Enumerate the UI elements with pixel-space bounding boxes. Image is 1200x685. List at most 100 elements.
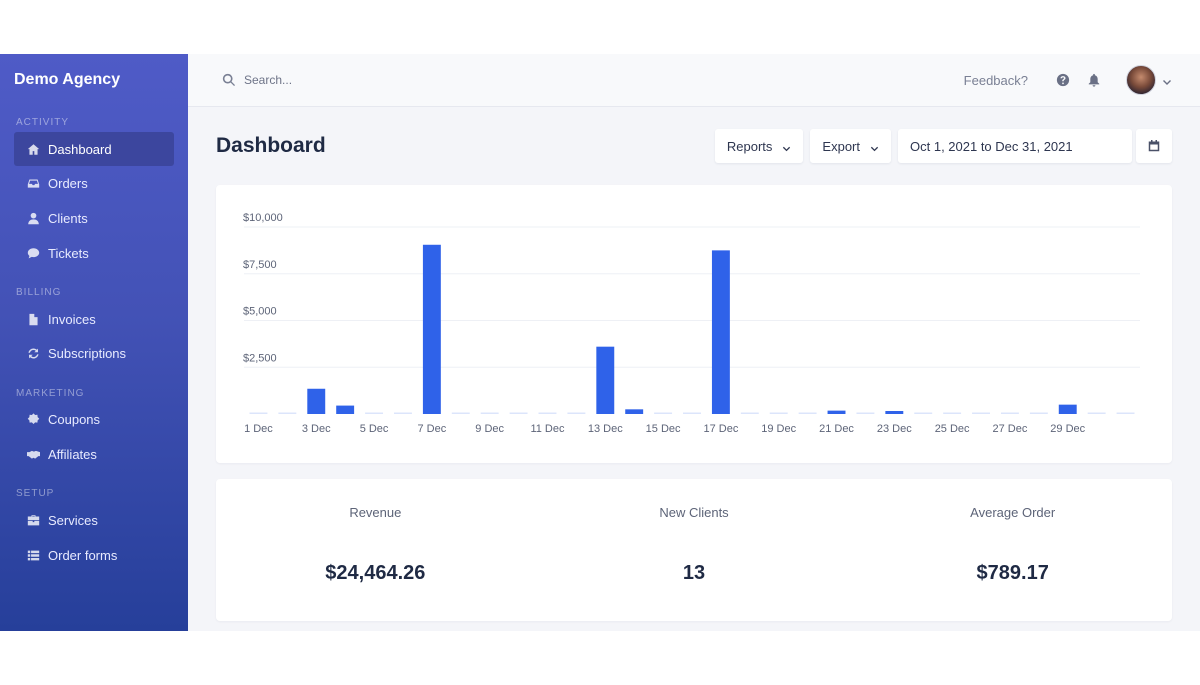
- sidebar-item-affiliates[interactable]: Affiliates: [14, 437, 174, 471]
- bar[interactable]: [654, 412, 673, 415]
- sidebar-item-label: Subscriptions: [48, 346, 127, 362]
- list-icon: [26, 548, 40, 562]
- bar[interactable]: [1058, 404, 1077, 414]
- bar[interactable]: [1000, 412, 1019, 415]
- bar[interactable]: [278, 412, 297, 415]
- sidebar-item-clients[interactable]: Clients: [14, 201, 174, 235]
- sidebar-item-dashboard[interactable]: Dashboard: [14, 132, 174, 166]
- x-tick-label: 21 Dec: [819, 423, 854, 435]
- bar[interactable]: [596, 346, 615, 414]
- bar[interactable]: [740, 412, 759, 415]
- reports-label: Reports: [726, 138, 773, 154]
- header-actions: Reports Export Oct 1, 2021 to Dec 31, 20…: [708, 129, 1172, 163]
- export-dropdown[interactable]: Export: [810, 129, 891, 163]
- stat-value: $24,464.26: [325, 562, 426, 584]
- badge-icon: [26, 413, 40, 427]
- sidebar-item-label: Orders: [48, 176, 88, 192]
- calendar-button[interactable]: [1136, 129, 1172, 163]
- bar[interactable]: [1116, 412, 1135, 415]
- sidebar-item-services[interactable]: Services: [14, 503, 174, 537]
- stat-label: New Clients: [659, 505, 729, 520]
- handshake-icon: [26, 447, 40, 461]
- bar[interactable]: [1029, 412, 1048, 415]
- sidebar-item-tickets[interactable]: Tickets: [14, 236, 174, 270]
- inbox-icon: [26, 177, 40, 191]
- chevron-down-icon: [782, 142, 791, 151]
- y-tick-label: $7,500: [243, 259, 277, 271]
- x-tick-label: 29 Dec: [1050, 423, 1085, 435]
- home-icon: [26, 142, 40, 156]
- bar[interactable]: [625, 409, 644, 414]
- avatar[interactable]: [1126, 65, 1156, 95]
- bar[interactable]: [451, 412, 470, 415]
- x-tick-label: 25 Dec: [935, 423, 970, 435]
- calendar-icon: [1148, 140, 1160, 152]
- bar[interactable]: [509, 412, 528, 415]
- bar[interactable]: [394, 412, 412, 415]
- briefcase-icon: [26, 513, 40, 527]
- bar[interactable]: [1087, 412, 1106, 415]
- topbar-actions: Feedback?: [964, 65, 1172, 95]
- bar[interactable]: [480, 412, 499, 415]
- feedback-link[interactable]: Feedback?: [963, 72, 1028, 88]
- sidebar-item-orders[interactable]: Orders: [14, 167, 174, 201]
- sidebar-item-invoices[interactable]: Invoices: [14, 302, 174, 336]
- date-range-field[interactable]: Oct 1, 2021 to Dec 31, 2021: [898, 129, 1132, 163]
- sidebar-item-label: Dashboard: [48, 141, 112, 157]
- bar[interactable]: [885, 411, 904, 414]
- section-label-marketing: MARKETING: [16, 387, 85, 399]
- bar[interactable]: [827, 410, 846, 414]
- bar[interactable]: [336, 405, 355, 414]
- bar[interactable]: [538, 412, 557, 415]
- bar[interactable]: [365, 412, 384, 415]
- bar[interactable]: [943, 412, 962, 415]
- sidebar-item-label: Affiliates: [48, 446, 97, 462]
- x-tick-label: 19 Dec: [761, 423, 796, 435]
- bar[interactable]: [307, 388, 326, 414]
- bar[interactable]: [422, 244, 441, 414]
- bar[interactable]: [249, 412, 268, 415]
- x-tick-label: 7 Dec: [417, 423, 446, 435]
- content: Dashboard Reports Export Oct 1, 2021 to …: [188, 107, 1200, 621]
- sidebar-item-label: Invoices: [48, 311, 96, 327]
- search-input[interactable]: [244, 73, 444, 87]
- search-bar: [222, 73, 444, 87]
- chat-icon: [26, 246, 40, 260]
- sidebar-item-label: Services: [48, 512, 98, 528]
- help-icon[interactable]: [1056, 73, 1070, 87]
- bar[interactable]: [914, 412, 933, 415]
- bar[interactable]: [856, 412, 875, 415]
- brand-name[interactable]: Demo Agency: [14, 71, 121, 88]
- bell-icon[interactable]: [1087, 73, 1101, 87]
- reports-dropdown[interactable]: Reports: [714, 129, 804, 163]
- bar[interactable]: [798, 412, 817, 415]
- bar[interactable]: [769, 412, 788, 415]
- bar[interactable]: [567, 412, 586, 415]
- stat-revenue: Revenue $24,464.26: [216, 479, 535, 621]
- sidebar-item-label: Order forms: [48, 547, 118, 563]
- page-header: Dashboard Reports Export Oct 1, 2021 to …: [216, 107, 1172, 185]
- x-tick-label: 23 Dec: [877, 423, 912, 435]
- sidebar-item-subscriptions[interactable]: Subscriptions: [14, 337, 174, 371]
- stat-value: $789.17: [976, 562, 1049, 584]
- chevron-down-icon[interactable]: [1162, 75, 1172, 85]
- sidebar-item-coupons[interactable]: Coupons: [14, 403, 174, 437]
- user-icon: [26, 211, 40, 225]
- section-label-setup: SETUP: [16, 488, 55, 500]
- stats-card: Revenue $24,464.26 New Clients 13 Averag…: [216, 479, 1172, 621]
- refresh-icon: [26, 347, 40, 361]
- bar[interactable]: [683, 412, 701, 415]
- x-tick-label: 9 Dec: [475, 423, 504, 435]
- bar[interactable]: [711, 250, 730, 414]
- y-tick-label: $10,000: [243, 212, 283, 224]
- chevron-down-icon: [870, 142, 879, 151]
- stat-label: Average Order: [970, 505, 1056, 520]
- y-tick-label: $2,500: [243, 352, 277, 364]
- x-tick-label: 17 Dec: [703, 423, 738, 435]
- file-icon: [26, 312, 40, 326]
- sidebar-item-order-forms[interactable]: Order forms: [14, 538, 174, 572]
- x-tick-label: 11 Dec: [530, 423, 565, 435]
- stat-new-clients: New Clients 13: [535, 479, 854, 621]
- sidebar: Demo Agency ACTIVITY Dashboard Orders Cl…: [0, 54, 188, 631]
- bar[interactable]: [972, 412, 990, 415]
